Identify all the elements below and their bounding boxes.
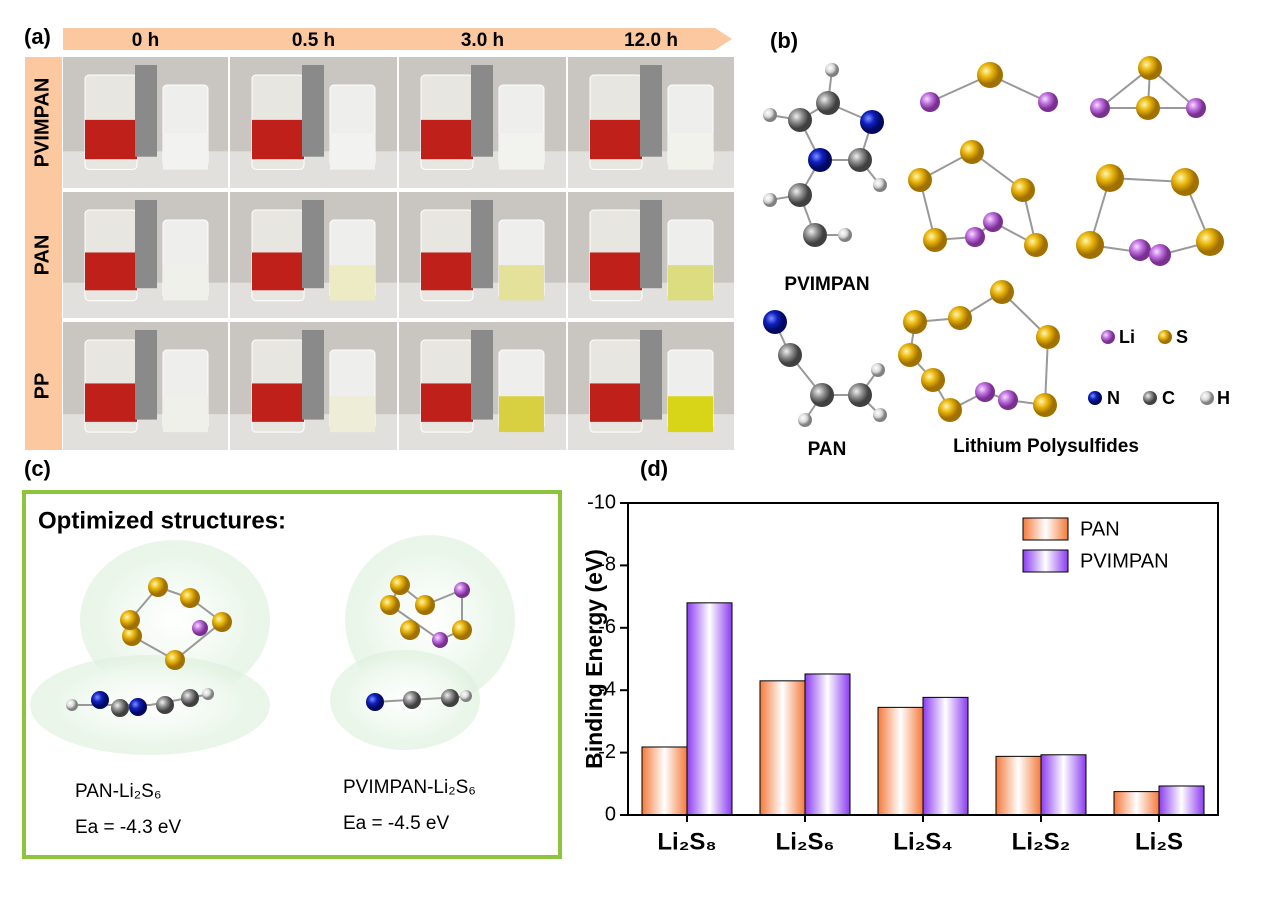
clamp <box>302 65 324 157</box>
legend-label: PVIMPAN <box>1080 550 1169 572</box>
legend-swatch <box>1022 517 1069 541</box>
time-label: 0 h <box>132 30 159 51</box>
bar <box>995 755 1042 816</box>
structure-energy: Ea = -4.5 eV <box>343 813 449 834</box>
y-tick-label: -4 <box>598 678 616 700</box>
bar <box>922 696 969 816</box>
x-tick-label: Li₂S₂ <box>1012 828 1071 855</box>
panel-a: (a) 0 h 0.5 h 3.0 h 12.0 h PVIMPAN PAN PP <box>24 24 734 450</box>
clamp <box>302 330 324 420</box>
vial-right-liquid <box>330 396 375 433</box>
vial-liquid <box>590 119 642 160</box>
legend-swatch <box>1022 549 1069 573</box>
clamp <box>640 200 662 289</box>
vial-right-liquid <box>499 396 544 433</box>
vial-liquid <box>252 252 304 291</box>
vial-right-liquid <box>499 132 544 170</box>
legend-label: H <box>1217 388 1230 408</box>
panel-label: (c) <box>24 456 51 481</box>
vial-right-liquid <box>668 265 713 301</box>
panel-c: (c) Optimized structures: PAN-Li₂S₆ Ea =… <box>22 456 562 859</box>
atoms <box>763 56 1224 427</box>
x-tick-label: Li₂S₆ <box>776 828 835 855</box>
molecule-label: Lithium Polysulfides <box>953 436 1139 457</box>
clamp <box>471 65 493 157</box>
bar <box>686 602 733 816</box>
clamp <box>640 65 662 157</box>
vial-right-liquid <box>668 396 713 433</box>
panel-label: (d) <box>640 456 668 481</box>
panel-b: (b) <box>763 28 1230 460</box>
x-tick-label: Li₂S <box>1135 828 1183 855</box>
y-axis-label: Binding Energy (eV) <box>581 549 607 769</box>
bar <box>1040 754 1087 816</box>
row-label: PP <box>31 373 53 400</box>
vial-liquid <box>252 119 304 160</box>
legend-label: Li <box>1119 327 1135 347</box>
bar <box>804 673 851 816</box>
vial-right-liquid <box>330 265 375 301</box>
time-label: 3.0 h <box>461 30 504 51</box>
structure-name: PVIMPAN-Li₂S₆ <box>343 777 476 798</box>
panel-d: (d) Binding Energy (eV) -10 -8 -6 -4 -2 0 Li₂S… <box>581 456 1219 855</box>
vial-liquid <box>85 119 137 160</box>
vial-liquid <box>85 383 137 422</box>
vial-right-liquid <box>330 132 375 170</box>
vial-right-liquid <box>163 132 208 170</box>
panel-label: (b) <box>770 28 798 53</box>
vial-right-liquid <box>163 265 208 301</box>
vial-liquid <box>590 252 642 291</box>
vial-right-liquid <box>163 396 208 433</box>
clamp <box>135 200 157 289</box>
clamp <box>135 65 157 157</box>
molecule-label: PAN <box>808 439 847 460</box>
vial-right-liquid <box>499 265 544 301</box>
y-tick-label: 0 <box>605 803 616 825</box>
structure-name: PAN-Li₂S₆ <box>75 781 161 802</box>
vial-liquid <box>85 252 137 291</box>
y-tick-label: -10 <box>587 491 616 513</box>
molecule-label: PVIMPAN <box>784 274 869 295</box>
legend-label: C <box>1162 388 1175 408</box>
bar <box>1113 791 1160 816</box>
legend-label: S <box>1176 327 1188 347</box>
x-tick-label: Li₂S₄ <box>893 828 952 855</box>
clamp <box>471 330 493 420</box>
vial-liquid <box>590 383 642 422</box>
bar <box>877 706 924 816</box>
bar <box>1158 785 1205 816</box>
y-tick-label: -6 <box>598 616 616 638</box>
time-arrow <box>63 28 732 50</box>
clamp <box>302 200 324 289</box>
bar <box>641 746 688 816</box>
clamp <box>640 330 662 420</box>
x-tick-label: Li₂S₈ <box>657 828 716 855</box>
vial-liquid <box>421 119 473 160</box>
row-label: PAN <box>31 235 53 276</box>
plot-frame <box>627 502 1219 816</box>
y-tick-label: -2 <box>598 741 616 763</box>
clamp <box>135 330 157 420</box>
legend-label: N <box>1107 388 1120 408</box>
time-label: 0.5 h <box>292 30 335 51</box>
vial-right-liquid <box>668 132 713 170</box>
vial-liquid <box>421 252 473 291</box>
structure-energy: Ea = -4.3 eV <box>75 817 181 838</box>
atoms <box>66 575 472 717</box>
panel-title: Optimized structures: <box>38 507 286 534</box>
legend-label: PAN <box>1080 518 1120 540</box>
vial-liquid <box>252 383 304 422</box>
vial-liquid <box>421 383 473 422</box>
bar <box>759 680 806 816</box>
row-label: PVIMPAN <box>31 78 53 168</box>
time-label: 12.0 h <box>624 30 678 51</box>
panel-frame <box>22 490 562 859</box>
panel-label: (a) <box>24 24 51 49</box>
y-tick-label: -8 <box>598 554 616 576</box>
clamp <box>471 200 493 289</box>
row-strip <box>25 57 62 450</box>
